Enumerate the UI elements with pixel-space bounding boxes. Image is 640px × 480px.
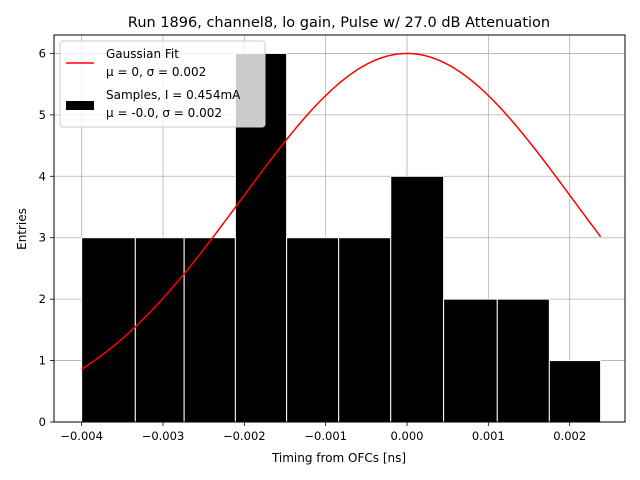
histogram-bar [183,237,236,423]
histogram-bar [443,298,498,423]
legend-samples-stats: μ = -0.0, σ = 0.002 [106,106,222,120]
x-tick-label: −0.002 [223,429,266,443]
y-axis-ticks: 0 1 2 3 4 5 6 [39,46,54,429]
x-tick-label: 0.000 [391,429,424,443]
gaussian-fit-line [81,52,602,370]
x-tick-label: −0.001 [304,429,347,443]
y-tick-label: 6 [39,46,46,60]
gaussian-fit-curve [81,52,602,370]
y-tick-label: 5 [39,108,46,122]
histogram-bar [286,237,340,423]
histogram-bar [338,237,392,423]
legend-samples-swatch [66,101,94,110]
y-tick-label: 2 [39,292,46,306]
y-tick-label: 4 [39,169,46,183]
histogram-bar [548,360,602,423]
histogram-bar [390,175,445,423]
y-tick-label: 3 [39,231,46,245]
x-tick-label: −0.004 [60,429,103,443]
legend-samples-label: Samples, I = 0.454mA [106,88,241,102]
histogram-bar [81,237,136,423]
x-axis-ticks: −0.004 −0.003 −0.002 −0.001 0.000 0.001 0.002 [60,422,586,443]
x-tick-label: 0.002 [553,429,586,443]
chart-title: Run 1896, channel8, lo gain, Pulse w/ 27… [128,15,550,31]
x-tick-label: 0.001 [472,429,505,443]
histogram-bar [134,237,185,423]
legend-frame [59,40,266,128]
x-axis-label: Timing from OFCs [ns] [271,451,406,465]
legend-fit-stats: μ = 0, σ = 0.002 [106,65,206,79]
x-tick-label: −0.003 [142,429,185,443]
legend-fit-label: Gaussian Fit [106,47,179,61]
legend: Gaussian Fit μ = 0, σ = 0.002 Samples, I… [59,40,266,128]
y-axis-label: Entries [15,208,29,250]
y-tick-label: 1 [39,354,46,368]
histogram-bar [496,298,550,423]
plot-frame [53,34,626,423]
y-tick-label: 0 [39,415,46,429]
